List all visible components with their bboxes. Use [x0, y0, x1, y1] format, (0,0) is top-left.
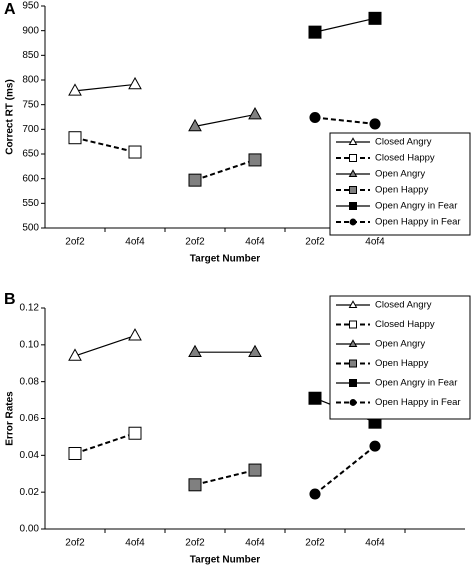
x-tick-label: 4of4	[365, 237, 385, 248]
x-tick-label: 4of4	[125, 538, 145, 549]
legend-marker	[349, 359, 357, 368]
y-tick-label: 650	[22, 149, 39, 160]
legend-marker	[349, 218, 357, 226]
panel-label: A	[4, 1, 16, 18]
legend-box	[329, 132, 471, 236]
x-tick-label: 4of4	[245, 237, 265, 248]
y-tick-label: 600	[22, 173, 39, 184]
x-tick-label: 2of2	[305, 538, 325, 549]
x-tick-label: 4of4	[365, 538, 385, 549]
legend-marker	[349, 202, 357, 210]
x-tick-label: 2of2	[65, 237, 85, 248]
data-point	[369, 440, 381, 452]
y-tick-label: 950	[22, 1, 39, 12]
legend-label: Open Angry in Fear	[375, 378, 457, 389]
y-tick-label: 700	[22, 124, 39, 135]
data-point	[128, 328, 142, 341]
data-point	[188, 118, 202, 132]
legend-marker	[348, 339, 358, 348]
y-tick-label: 800	[22, 75, 39, 86]
legend-label: Open Happy	[375, 185, 429, 196]
data-point	[248, 153, 262, 167]
data-point	[309, 488, 321, 500]
series-line	[314, 445, 376, 495]
y-tick-label: 750	[22, 99, 39, 110]
data-point	[68, 446, 82, 460]
data-point	[248, 344, 262, 358]
legend-marker	[348, 169, 358, 178]
legend-marker	[349, 399, 357, 406]
data-point	[308, 25, 322, 39]
x-axis-label: Target Number	[190, 254, 260, 265]
y-tick-label: 850	[22, 50, 39, 61]
y-tick-label: 0.00	[20, 524, 40, 535]
data-point	[248, 463, 262, 477]
series-line	[74, 335, 136, 357]
legend-label: Open Happy in Fear	[375, 217, 461, 228]
x-tick-label: 2of2	[185, 538, 205, 549]
legend-label: Closed Angry	[375, 137, 432, 148]
x-tick-label: 4of4	[125, 237, 145, 248]
data-point	[128, 426, 142, 440]
series-line	[194, 113, 256, 127]
y-axis-label: Correct RT (ms)	[5, 79, 16, 155]
legend-marker	[349, 320, 357, 329]
data-point	[128, 76, 142, 90]
series-line	[74, 83, 136, 92]
data-point	[248, 107, 262, 120]
data-point	[309, 111, 321, 124]
legend-label: Closed Happy	[375, 153, 435, 164]
legend-label: Open Angry	[375, 339, 425, 350]
legend-box	[329, 295, 471, 420]
legend-marker	[348, 300, 358, 309]
y-tick-label: 0.10	[20, 339, 40, 350]
legend-marker	[348, 137, 358, 146]
data-point	[369, 118, 381, 130]
legend-marker	[349, 186, 357, 194]
legend-marker	[349, 154, 357, 162]
panel-label: B	[4, 291, 16, 308]
series-line	[74, 136, 136, 153]
y-axis-label: Error Rates	[5, 391, 16, 446]
legend-label: Open Angry	[375, 169, 425, 180]
series-line	[194, 469, 256, 486]
x-axis-label: Target Number	[190, 555, 260, 566]
legend-label: Open Angry in Fear	[375, 201, 457, 212]
data-point	[368, 11, 382, 25]
data-point	[188, 173, 202, 187]
legend-label: Open Happy	[375, 358, 429, 369]
y-tick-label: 0.12	[20, 303, 40, 314]
data-point	[128, 145, 142, 159]
y-tick-label: 500	[22, 223, 39, 234]
y-tick-label: 0.04	[20, 450, 40, 461]
data-point	[188, 344, 202, 358]
series-line	[314, 116, 376, 125]
x-tick-label: 2of2	[185, 237, 205, 248]
series-line	[194, 158, 256, 182]
data-point	[68, 131, 82, 145]
series-line	[74, 432, 136, 455]
legend-marker	[349, 379, 357, 387]
y-tick-label: 550	[22, 198, 39, 209]
y-tick-label: 0.08	[20, 376, 40, 387]
data-point	[68, 348, 82, 361]
series-line	[314, 17, 376, 33]
data-point	[68, 83, 82, 96]
x-tick-label: 2of2	[65, 538, 85, 549]
y-tick-label: 0.02	[20, 487, 40, 498]
legend-label: Closed Angry	[375, 300, 432, 311]
y-tick-label: 0.06	[20, 413, 40, 424]
y-tick-label: 900	[22, 25, 39, 36]
data-point	[188, 478, 202, 492]
legend-label: Open Happy in Fear	[375, 397, 461, 408]
x-tick-label: 2of2	[305, 237, 325, 248]
data-point	[308, 391, 322, 405]
x-tick-label: 4of4	[245, 538, 265, 549]
legend-label: Closed Happy	[375, 319, 435, 330]
